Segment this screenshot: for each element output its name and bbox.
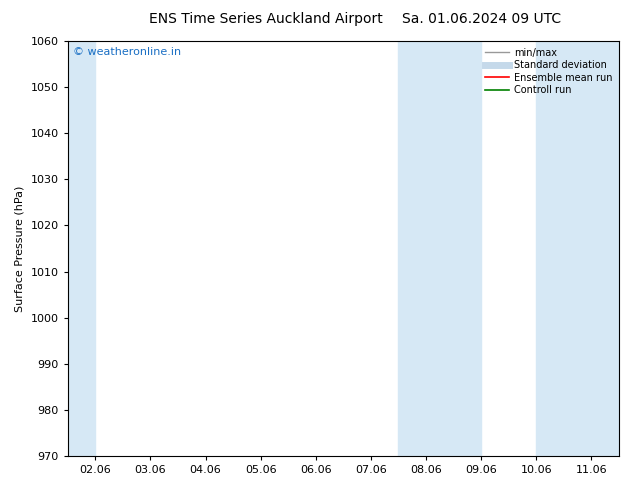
Bar bbox=[68, 41, 95, 456]
Y-axis label: Surface Pressure (hPa): Surface Pressure (hPa) bbox=[15, 185, 25, 312]
Legend: min/max, Standard deviation, Ensemble mean run, Controll run: min/max, Standard deviation, Ensemble me… bbox=[482, 46, 614, 97]
Bar bbox=[399, 41, 481, 456]
Text: Sa. 01.06.2024 09 UTC: Sa. 01.06.2024 09 UTC bbox=[403, 12, 561, 26]
Bar bbox=[536, 41, 619, 456]
Text: ENS Time Series Auckland Airport: ENS Time Series Auckland Airport bbox=[150, 12, 383, 26]
Text: © weatheronline.in: © weatheronline.in bbox=[73, 47, 181, 57]
